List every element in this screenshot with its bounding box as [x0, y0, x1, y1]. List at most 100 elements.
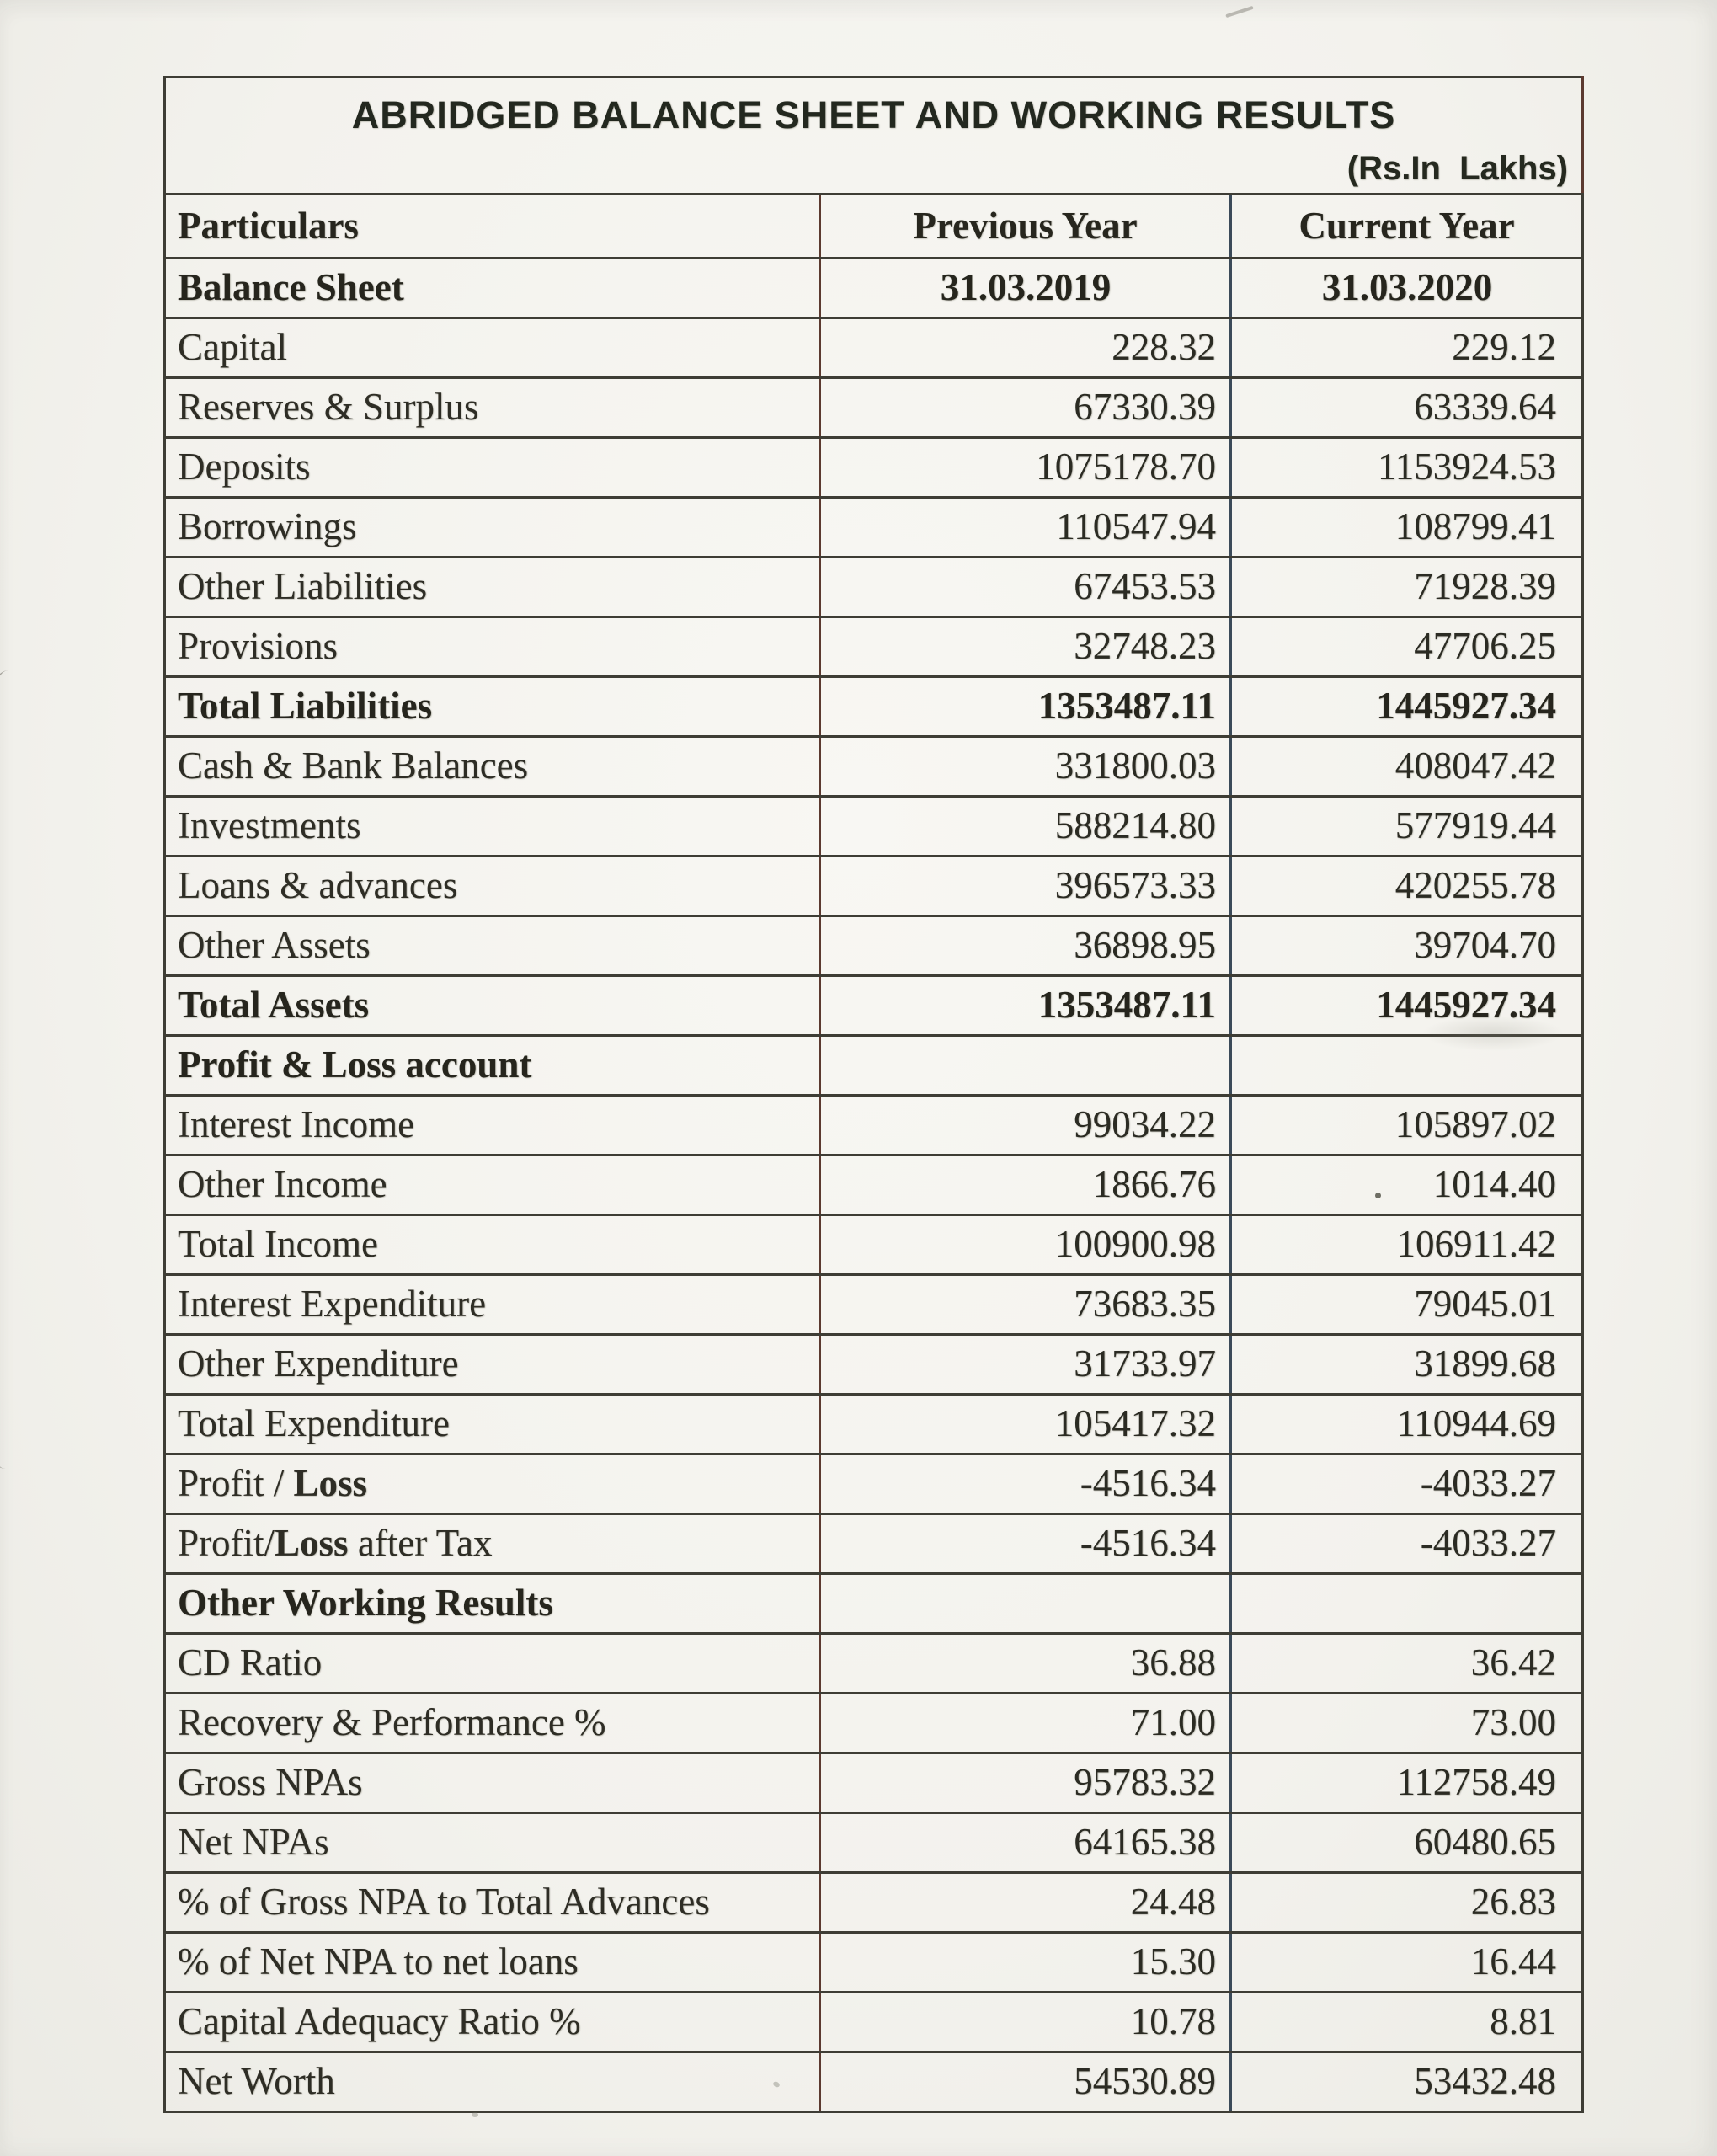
prev-year-value: 71.00 — [819, 1692, 1232, 1754]
table-row: Recovery & Performance % 71.00 73.00 — [163, 1692, 1585, 1754]
curr-year-value: 60480.65 — [1229, 1812, 1585, 1874]
table-row: Profit & Loss account — [163, 1034, 1585, 1097]
prev-year-value: 31733.97 — [819, 1333, 1232, 1396]
curr-year-value: 106911.42 — [1229, 1214, 1585, 1276]
table-row: Deposits 1075178.70 1153924.53 — [163, 436, 1585, 499]
table-row: Investments 588214.80 577919.44 — [163, 795, 1585, 857]
row-label-part: Loss — [293, 1462, 368, 1505]
row-label: Profit/Loss after Tax — [163, 1513, 821, 1575]
row-label: Reserves & Surplus — [163, 376, 821, 439]
table-row: Profit / Loss -4516.34 -4033.27 — [163, 1453, 1585, 1515]
table-row: CD Ratio 36.88 36.42 — [163, 1632, 1585, 1694]
table-row: Other Expenditure 31733.97 31899.68 — [163, 1333, 1585, 1396]
scan-artifact-dash — [1225, 5, 1254, 19]
row-label-part: Profit / — [178, 1462, 294, 1505]
prev-year-value: 15.30 — [819, 1931, 1232, 1993]
prev-year-value: 331800.03 — [819, 735, 1232, 798]
table-row: Gross NPAs 95783.32 112758.49 — [163, 1752, 1585, 1814]
header-previous-year: Previous Year — [819, 193, 1232, 259]
table-row: Net Worth 54530.89 53432.48 — [163, 2051, 1585, 2113]
prev-year-value: 228.32 — [819, 317, 1232, 379]
table-row: Interest Income 99034.22 105897.02 — [163, 1094, 1585, 1156]
header-current-year: Current Year — [1229, 193, 1585, 259]
curr-year-value: 1014.40 — [1229, 1154, 1585, 1216]
curr-year-value: -4033.27 — [1229, 1453, 1585, 1515]
curr-year-value: 1445927.34 — [1229, 974, 1585, 1037]
curr-year-value: 1153924.53 — [1229, 436, 1585, 499]
row-label: Deposits — [163, 436, 821, 499]
row-label: Other Income — [163, 1154, 821, 1216]
curr-year-value: 8.81 — [1229, 1991, 1585, 2053]
row-label: Net Worth — [163, 2051, 821, 2113]
row-label: Gross NPAs — [163, 1752, 821, 1814]
row-label: Other Assets — [163, 915, 821, 977]
curr-year-value: 1445927.34 — [1229, 675, 1585, 738]
curr-year-value: -4033.27 — [1229, 1513, 1585, 1575]
prev-year-value: 31.03.2019 — [819, 257, 1232, 319]
prev-year-value: 36.88 — [819, 1632, 1232, 1694]
curr-year-value: 39704.70 — [1229, 915, 1585, 977]
table-row: Other Income 1866.76 1014.40 — [163, 1154, 1585, 1216]
curr-year-value: 71928.39 — [1229, 556, 1585, 618]
prev-year-value: 67330.39 — [819, 376, 1232, 439]
table-row: Interest Expenditure 73683.35 79045.01 — [163, 1273, 1585, 1336]
row-label: % of Net NPA to net loans — [163, 1931, 821, 1993]
table-row: Total Assets 1353487.11 1445927.34 — [163, 974, 1585, 1037]
table-row: Balance Sheet 31.03.2019 31.03.2020 — [163, 257, 1585, 319]
title-cell: ABRIDGED BALANCE SHEET AND WORKING RESUL… — [163, 76, 1585, 195]
prev-year-value: 1353487.11 — [819, 675, 1232, 738]
prev-year-value: 64165.38 — [819, 1812, 1232, 1874]
curr-year-value: 229.12 — [1229, 317, 1585, 379]
row-label: Borrowings — [163, 496, 821, 558]
row-label: % of Gross NPA to Total Advances — [163, 1871, 821, 1934]
table-row: % of Net NPA to net loans 15.30 16.44 — [163, 1931, 1585, 1993]
curr-year-value: 31899.68 — [1229, 1333, 1585, 1396]
prev-year-value: 396573.33 — [819, 855, 1232, 917]
table-row: Profit/Loss after Tax -4516.34 -4033.27 — [163, 1513, 1585, 1575]
row-label: Loans & advances — [163, 855, 821, 917]
page-title: ABRIDGED BALANCE SHEET AND WORKING RESUL… — [351, 93, 1396, 136]
prev-year-value: 95783.32 — [819, 1752, 1232, 1814]
table-row: Net NPAs 64165.38 60480.65 — [163, 1812, 1585, 1874]
row-label-part: after Tax — [348, 1522, 493, 1565]
prev-year-value: 99034.22 — [819, 1094, 1232, 1156]
curr-year-value: 79045.01 — [1229, 1273, 1585, 1336]
table-row: % of Gross NPA to Total Advances 24.48 26.… — [163, 1871, 1585, 1934]
row-label: Recovery & Performance % — [163, 1692, 821, 1754]
curr-year-value: 26.83 — [1229, 1871, 1585, 1934]
table-row: Loans & advances 396573.33 420255.78 — [163, 855, 1585, 917]
table-row: Reserves & Surplus 67330.39 63339.64 — [163, 376, 1585, 439]
row-label: Other Liabilities — [163, 556, 821, 618]
table-row: Total Income 100900.98 106911.42 — [163, 1214, 1585, 1276]
prev-year-value: 24.48 — [819, 1871, 1232, 1934]
table-row: Cash & Bank Balances 331800.03 408047.42 — [163, 735, 1585, 798]
table-row: Capital 228.32 229.12 — [163, 317, 1585, 379]
prev-year-value: 1353487.11 — [819, 974, 1232, 1037]
table-row: Other Working Results — [163, 1572, 1585, 1635]
row-label: Balance Sheet — [163, 257, 821, 319]
prev-year-value: 110547.94 — [819, 496, 1232, 558]
title-block: ABRIDGED BALANCE SHEET AND WORKING RESUL… — [163, 76, 1585, 195]
units-note: (Rs.In Lakhs) — [1346, 150, 1569, 187]
curr-year-value — [1229, 1572, 1585, 1635]
curr-year-value: 408047.42 — [1229, 735, 1585, 798]
scan-artifact-arc — [0, 669, 26, 750]
prev-year-value: 100900.98 — [819, 1214, 1232, 1276]
row-label: Capital Adequacy Ratio % — [163, 1991, 821, 2053]
table-row: Borrowings 110547.94 108799.41 — [163, 496, 1585, 558]
scan-artifact-smudge — [1421, 1016, 1565, 1051]
prev-year-value: 105417.32 — [819, 1393, 1232, 1455]
curr-year-value: 16.44 — [1229, 1931, 1585, 1993]
prev-year-value: -4516.34 — [819, 1513, 1232, 1575]
prev-year-value — [819, 1572, 1232, 1635]
table-row: Capital Adequacy Ratio % 10.78 8.81 — [163, 1991, 1585, 2053]
row-label: Interest Expenditure — [163, 1273, 821, 1336]
row-label: Profit / Loss — [163, 1453, 821, 1515]
curr-year-value: 420255.78 — [1229, 855, 1585, 917]
table-row: Provisions 32748.23 47706.25 — [163, 616, 1585, 678]
row-label: Total Expenditure — [163, 1393, 821, 1455]
prev-year-value: 67453.53 — [819, 556, 1232, 618]
header-particulars: Particulars — [163, 193, 821, 259]
prev-year-value: 32748.23 — [819, 616, 1232, 678]
